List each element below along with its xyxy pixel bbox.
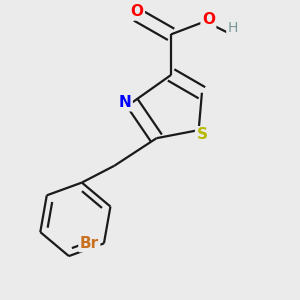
Text: Br: Br	[80, 236, 99, 251]
Text: O: O	[130, 4, 143, 19]
Text: N: N	[118, 95, 131, 110]
Text: H: H	[228, 21, 238, 35]
Text: S: S	[196, 128, 207, 142]
Text: O: O	[202, 12, 215, 27]
